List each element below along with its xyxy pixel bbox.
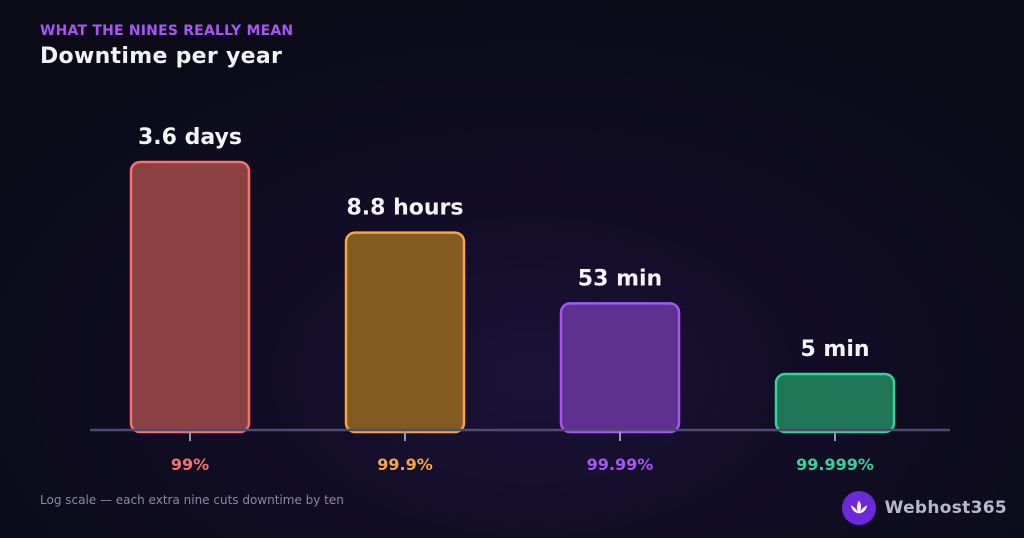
category-label-0: 99% [171, 455, 209, 474]
value-label-3: 5 min [800, 337, 869, 362]
value-label-2: 53 min [578, 266, 662, 291]
bar-3 [774, 372, 896, 434]
category-label-1: 99.9% [377, 455, 433, 474]
value-label-0: 3.6 days [138, 125, 242, 150]
lotus-icon [841, 491, 876, 525]
brand-name: Webhost365 [884, 498, 1007, 518]
scale-footnote: Log scale — each extra nine cuts downtim… [40, 493, 344, 507]
brand: Webhost365 [841, 491, 1007, 525]
category-label-2: 99.99% [587, 455, 654, 474]
category-label-3: 99.999% [796, 455, 874, 474]
chart-title: Downtime per year [40, 44, 283, 69]
bar-0 [129, 160, 251, 434]
chart-kicker: WHAT THE NINES REALLY MEAN [40, 23, 294, 39]
bar-1 [344, 231, 466, 434]
bar-2 [559, 302, 681, 434]
value-label-1: 8.8 hours [346, 196, 463, 221]
